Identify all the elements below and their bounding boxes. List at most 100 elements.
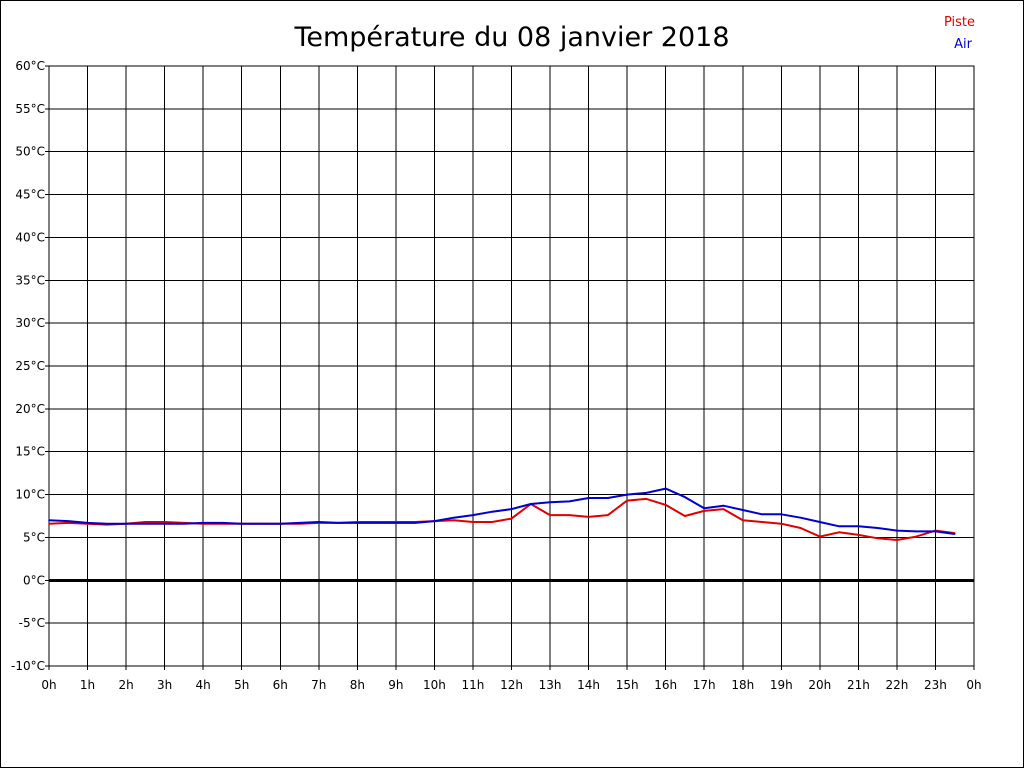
data-point-air [819, 521, 821, 523]
data-point-air [260, 522, 262, 525]
x-tick-label: 5h [234, 678, 249, 692]
x-tick-label: 9h [388, 678, 403, 692]
legend-entry-piste: Piste [944, 15, 975, 30]
data-point-piste [915, 535, 917, 538]
data-point-piste [876, 537, 879, 540]
y-tick-label: 10°C [15, 488, 45, 502]
data-point-air [953, 533, 956, 535]
y-tick-label: 5°C [23, 530, 45, 544]
data-point-piste [549, 514, 551, 516]
data-point-air [86, 522, 89, 524]
data-point-air [896, 529, 898, 532]
data-point-piste [491, 521, 494, 523]
data-point-piste [144, 521, 147, 523]
y-tick-label: -10°C [11, 659, 45, 673]
data-point-piste [645, 498, 648, 500]
data-point-piste [741, 519, 744, 522]
data-point-piste [568, 514, 571, 516]
data-point-piste [722, 508, 725, 510]
y-tick-label: 50°C [15, 145, 45, 159]
data-point-air [414, 522, 416, 524]
data-point-air [510, 508, 513, 510]
data-point-air [780, 513, 783, 516]
data-point-piste [703, 510, 706, 512]
data-point-air [48, 519, 50, 522]
data-point-air [452, 516, 455, 519]
data-point-air [838, 525, 840, 528]
data-point-piste [857, 534, 860, 536]
x-tick-label: 14h [577, 678, 600, 692]
x-tick-label: 8h [350, 678, 365, 692]
x-tick-label: 7h [311, 678, 326, 692]
y-tick-label: -5°C [19, 616, 45, 630]
data-point-piste [510, 517, 513, 520]
x-tick-label: 20h [808, 678, 831, 692]
y-tick-label: 55°C [15, 102, 45, 116]
data-point-air [279, 522, 282, 525]
data-point-air [915, 530, 917, 533]
data-point-piste [896, 539, 898, 541]
x-tick-label: 4h [196, 678, 211, 692]
data-point-air [626, 493, 628, 496]
data-point-air [491, 510, 494, 513]
data-point-air [240, 522, 243, 525]
y-tick-label: 30°C [15, 316, 45, 330]
data-point-piste [163, 521, 166, 523]
data-point-piste [799, 527, 802, 529]
data-point-air [144, 522, 147, 525]
axis-labels: 0h 1h 2h 3h 4h 5h 6h 7h 8h 9h 10h 11h 12h 13h 14h 15h 16… [11, 59, 982, 692]
data-point-piste [48, 522, 50, 525]
data-point-air [163, 522, 166, 525]
y-tick-label: 0°C [23, 573, 45, 587]
data-point-air [125, 522, 127, 525]
data-point-air [337, 522, 339, 524]
data-point-piste [838, 531, 840, 534]
y-tick-label: 40°C [15, 230, 45, 244]
data-point-air [645, 492, 648, 494]
chart-title: Température du 08 janvier 2018 [293, 22, 729, 53]
data-point-air [356, 522, 359, 524]
plot-border [48, 65, 975, 667]
legend: Piste Air [944, 15, 975, 52]
data-point-air [529, 503, 532, 505]
data-point-piste [780, 522, 783, 525]
x-tick-label: 23h [924, 678, 947, 692]
x-tick-label: 11h [462, 678, 485, 692]
data-point-piste [626, 499, 628, 502]
x-tick-label: 0h [966, 678, 981, 692]
x-tick-label: 12h [500, 678, 523, 692]
x-tick-label: 10h [423, 678, 446, 692]
data-point-air [703, 507, 706, 510]
legend-entry-air: Air [954, 37, 973, 52]
x-tick-label: 22h [885, 678, 908, 692]
data-point-piste [761, 521, 763, 523]
data-point-piste [587, 516, 590, 518]
x-tick-label: 15h [616, 678, 639, 692]
y-tick-label: 25°C [15, 359, 45, 373]
x-tick-label: 13h [539, 678, 562, 692]
data-point-air [587, 497, 590, 499]
data-point-air [876, 527, 879, 529]
data-point-air [298, 522, 301, 524]
data-point-air [664, 487, 667, 490]
data-point-air [106, 522, 108, 525]
y-tick-label: 20°C [15, 402, 45, 416]
x-tick-label: 2h [118, 678, 133, 692]
y-tick-label: 15°C [15, 445, 45, 459]
x-tick-label: 6h [273, 678, 288, 692]
x-tick-label: 17h [693, 678, 716, 692]
x-tick-label: 19h [770, 678, 793, 692]
data-point-piste [472, 521, 474, 523]
data-point-air [375, 522, 378, 524]
data-point-air [472, 514, 474, 516]
series-line-air [48, 487, 955, 535]
data-point-air [857, 525, 860, 528]
data-point-air [934, 530, 937, 533]
data-point-air [549, 501, 551, 504]
data-point-piste [67, 522, 70, 524]
x-tick-label: 21h [847, 678, 870, 692]
data-point-piste [819, 535, 821, 538]
data-point-air [433, 520, 436, 522]
y-tick-label: 60°C [15, 59, 45, 73]
